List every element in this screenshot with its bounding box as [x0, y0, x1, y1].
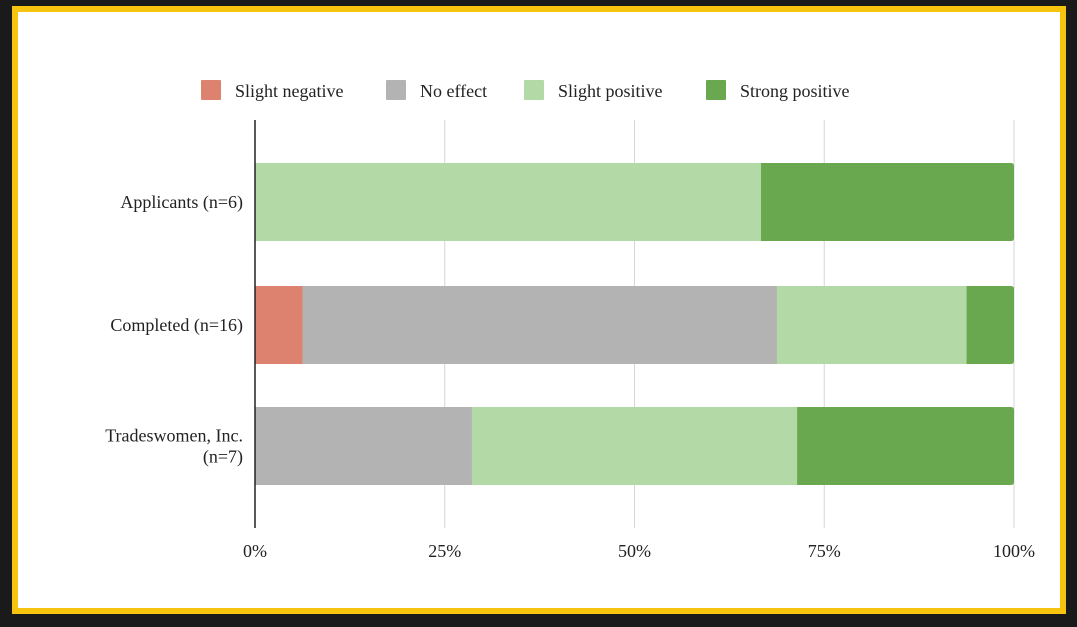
bar-segment [966, 286, 1014, 364]
category-label: (n=7) [203, 447, 243, 468]
bar-segment [471, 407, 798, 485]
category-label: Completed (n=16) [110, 315, 243, 336]
legend-item: No effect [386, 80, 487, 101]
legend: Slight negative No effect Slight positive S… [201, 80, 850, 101]
legend-label: No effect [420, 81, 487, 101]
legend-label: Strong positive [740, 81, 850, 101]
x-tick-label: 0% [243, 541, 267, 561]
x-tick-label: 25% [428, 541, 461, 561]
legend-item: Slight negative [201, 80, 343, 101]
legend-swatch [706, 80, 726, 100]
category-labels: Applicants (n=6) Completed (n=16) Tradeswo… [105, 192, 243, 468]
legend-swatch [201, 80, 221, 100]
category-label: Tradeswomen, Inc. [105, 426, 243, 446]
x-tick-label: 100% [993, 541, 1035, 561]
bar-segment [255, 407, 473, 485]
legend-label: Slight negative [235, 81, 343, 101]
legend-swatch [386, 80, 406, 100]
legend-item: Slight positive [524, 80, 663, 101]
bar-segment [302, 286, 778, 364]
x-tick-label: 50% [618, 541, 651, 561]
x-tick-labels: 0% 25% 50% 75% 100% [243, 541, 1035, 561]
legend-label: Slight positive [558, 81, 663, 101]
bar-segment [797, 407, 1014, 485]
x-tick-label: 75% [808, 541, 841, 561]
bar-segment [255, 286, 303, 364]
category-label: Applicants (n=6) [120, 192, 243, 213]
bar-segment [776, 286, 968, 364]
legend-item: Strong positive [706, 80, 850, 101]
bar-segment [761, 163, 1014, 241]
bars [255, 163, 1014, 485]
bar-segment [255, 163, 762, 241]
legend-swatch [524, 80, 544, 100]
